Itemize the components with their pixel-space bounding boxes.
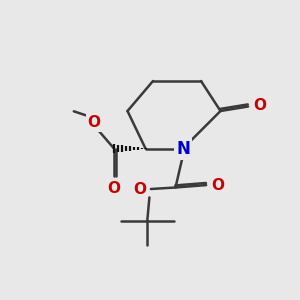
Text: O: O bbox=[107, 181, 121, 196]
Text: O: O bbox=[87, 115, 101, 130]
Text: O: O bbox=[211, 178, 224, 193]
Text: O: O bbox=[253, 98, 266, 113]
Text: N: N bbox=[176, 140, 190, 158]
Text: O: O bbox=[133, 182, 146, 196]
